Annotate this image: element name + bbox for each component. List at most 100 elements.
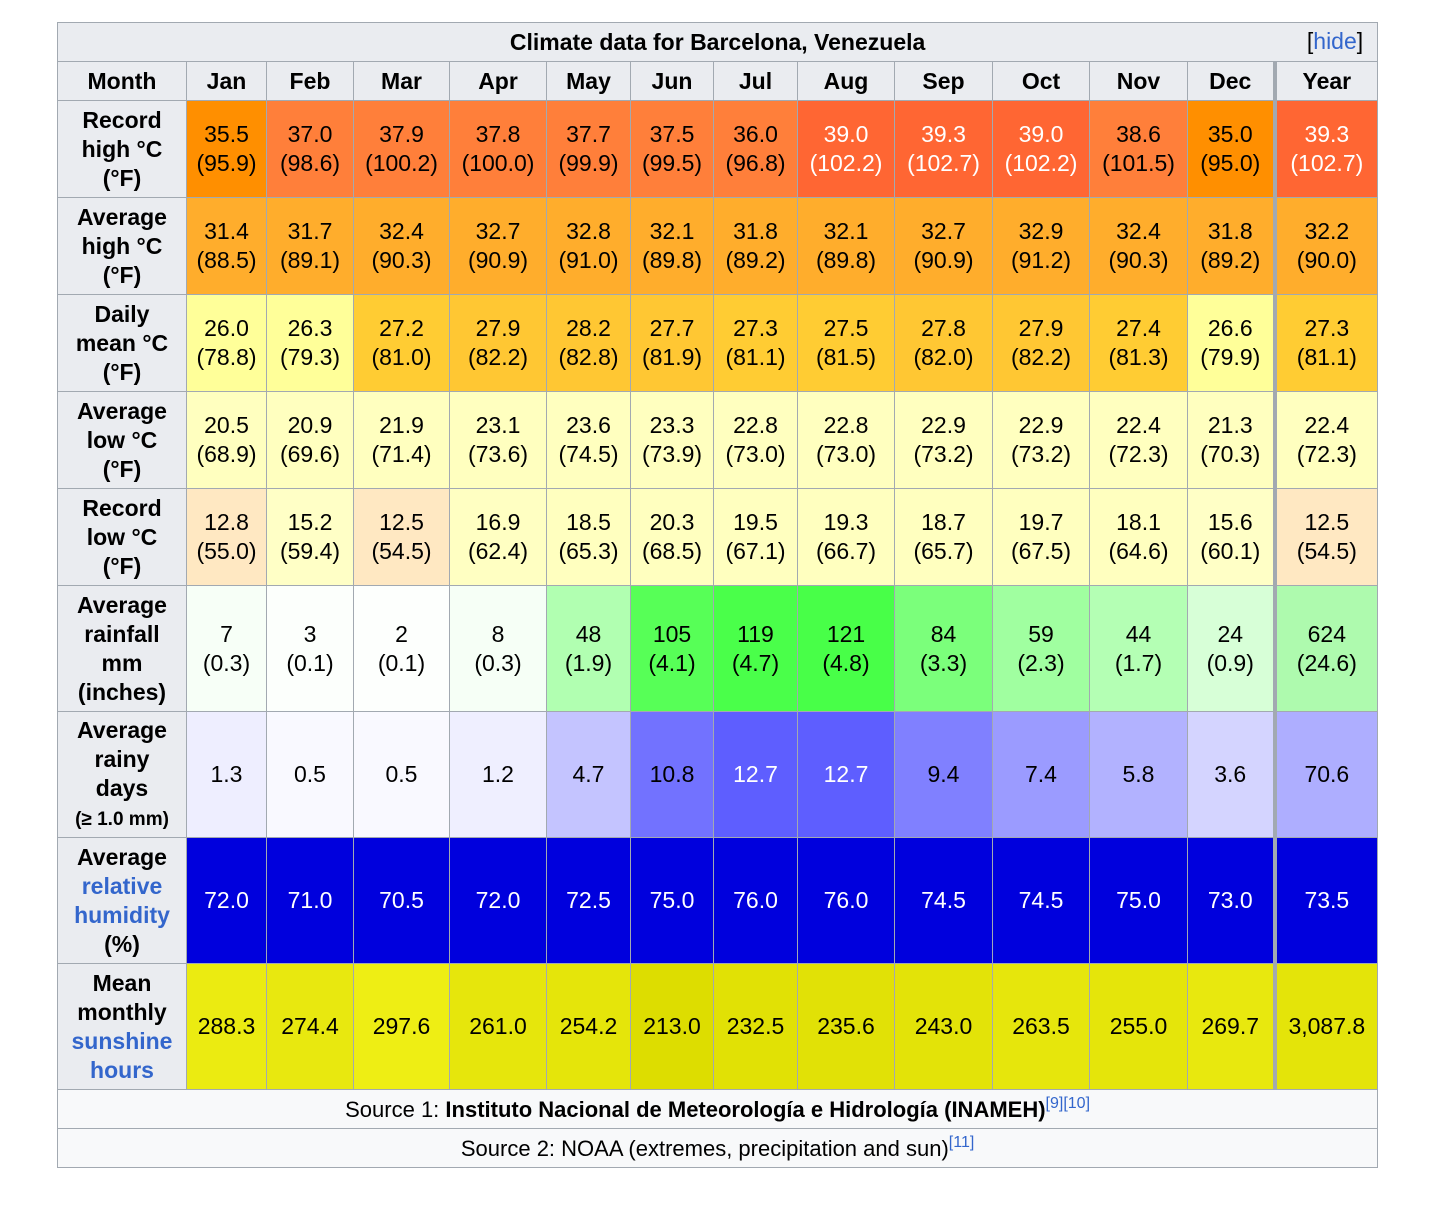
cell-record-low-sep: 18.7 (65.7)	[894, 488, 993, 586]
cell-average-high-sep: 32.7 (90.9)	[894, 197, 993, 295]
cell-value: 213.0	[643, 1013, 701, 1039]
source-1: Source 1: Instituto Nacional de Meteorol…	[56, 1089, 1379, 1129]
row-header-link[interactable]: sunshine	[71, 1027, 173, 1054]
cell-value-imperial: (91.0)	[558, 247, 619, 273]
cell-relative-humidity-nov: 75.0	[1089, 837, 1188, 964]
cell-value-imperial: (81.9)	[641, 344, 703, 370]
cell-value: 31.8	[733, 218, 778, 244]
cell-value: 4.7	[572, 761, 605, 787]
cell-record-high-mar: 37.9 (100.2)	[353, 100, 450, 198]
cell-value-imperial: (90.9)	[467, 247, 529, 273]
row-average-rainfall: Average rainfall mm (inches) 7 (0.3) 3 (0.1) 2 (0…	[57, 585, 1379, 712]
row-header-average-rainfall: Average rainfall mm (inches)	[57, 585, 187, 712]
source-1-references[interactable]: [9][10]	[1045, 1094, 1091, 1112]
cell-value: 15.6	[1207, 509, 1253, 535]
cell-value-imperial: (89.8)	[815, 247, 877, 273]
cell-value: 59	[1028, 620, 1054, 647]
cell-value: 48	[575, 620, 602, 647]
row-header-line: Average	[77, 716, 167, 743]
cell-value-imperial: (71.4)	[371, 441, 432, 467]
cell-record-high-jan: 35.5 (95.9)	[186, 100, 267, 198]
month-header-dec: Dec	[1187, 61, 1275, 101]
cell-average-rainfall-year: 624 (24.6)	[1272, 585, 1379, 712]
cell-average-low-dec: 21.3 (70.3)	[1187, 391, 1275, 489]
cell-value: 70.6	[1304, 761, 1350, 787]
cell-average-rainy-days-nov: 5.8	[1089, 711, 1188, 838]
row-header-line: Average	[77, 843, 167, 870]
cell-average-high-jan: 31.4 (88.5)	[186, 197, 267, 295]
cell-value: 32.2	[1304, 218, 1350, 244]
cell-average-low-aug: 22.8 (73.0)	[797, 391, 895, 489]
cell-value: 26.0	[204, 315, 249, 341]
cell-value: 27.9	[1018, 315, 1064, 341]
cell-value: 37.0	[287, 121, 333, 147]
cell-value-imperial: (95.0)	[1200, 150, 1261, 176]
hide-bracket-close: ]	[1356, 28, 1364, 54]
row-average-low: Average low °C (°F) 20.5 (68.9) 20.9 (69.6) 21.…	[57, 391, 1379, 489]
cell-daily-mean-may: 28.2 (82.8)	[546, 294, 631, 392]
row-header-average-high: Average high °C (°F)	[57, 197, 187, 295]
cell-relative-humidity-jul: 76.0	[713, 837, 798, 964]
cell-record-high-jun: 37.5 (99.5)	[630, 100, 714, 198]
cell-average-rainfall-jul: 119 (4.7)	[713, 585, 798, 712]
cell-value: 39.0	[1018, 121, 1064, 147]
cell-average-low-sep: 22.9 (73.2)	[894, 391, 993, 489]
month-header-nov: Nov	[1089, 61, 1188, 101]
row-header-line: Mean	[92, 969, 152, 996]
cell-average-low-jan: 20.5 (68.9)	[186, 391, 267, 489]
cell-sunshine-hours-year: 3,087.8	[1272, 963, 1379, 1090]
row-header-link[interactable]: humidity	[74, 901, 170, 928]
cell-average-high-jul: 31.8 (89.2)	[713, 197, 798, 295]
cell-value: 22.9	[921, 412, 966, 438]
row-header-link[interactable]: hours	[90, 1056, 154, 1083]
row-header-line: high °C	[81, 232, 163, 259]
cell-average-rainy-days-aug: 12.7	[797, 711, 895, 838]
cell-value-imperial: (73.9)	[641, 441, 703, 467]
cell-value: 23.3	[649, 412, 695, 438]
row-header-line: mm	[101, 649, 143, 676]
cell-value: 121	[826, 620, 866, 647]
cell-record-low-may: 18.5 (65.3)	[546, 488, 631, 586]
row-header-daily-mean: Daily mean °C (°F)	[57, 294, 187, 392]
cell-value: 39.3	[921, 121, 966, 147]
table-title: Climate data for Barcelona, Venezuela	[509, 28, 926, 55]
month-header-oct: Oct	[992, 61, 1090, 101]
hide-link[interactable]: hide	[1313, 28, 1357, 54]
cell-value-imperial: (3.3)	[919, 649, 968, 676]
cell-sunshine-hours-mar: 297.6	[353, 963, 450, 1090]
cell-value: 32.4	[1116, 218, 1161, 244]
cell-average-rainy-days-apr: 1.2	[449, 711, 547, 838]
cell-value: 18.7	[921, 509, 966, 535]
cell-value: 255.0	[1109, 1013, 1168, 1039]
row-record-high: Record high °C (°F) 35.5 (95.9) 37.0 (98.6) 37.…	[57, 100, 1379, 198]
cell-average-rainy-days-feb: 0.5	[266, 711, 354, 838]
cell-value: 274.4	[281, 1013, 339, 1039]
cell-value: 74.5	[921, 887, 966, 913]
climate-table: Climate data for Barcelona, Venezuela [h…	[56, 22, 1379, 1168]
row-header-line: (inches)	[77, 678, 167, 705]
cell-value-imperial: (66.7)	[815, 538, 877, 564]
cell-value-imperial: (70.3)	[1200, 441, 1261, 467]
cell-value-imperial: (82.2)	[467, 344, 529, 370]
cell-value: 254.2	[559, 1013, 618, 1039]
month-header: Month	[57, 61, 187, 101]
cell-average-rainfall-dec: 24 (0.9)	[1187, 585, 1275, 712]
cell-average-low-jul: 22.8 (73.0)	[713, 391, 798, 489]
cell-value-imperial: (98.6)	[279, 150, 341, 176]
cell-relative-humidity-feb: 71.0	[266, 837, 354, 964]
cell-value-imperial: (0.3)	[474, 649, 522, 676]
row-sunshine-hours: Mean monthly sunshine hours 288.3 274.4 297.6 2…	[57, 963, 1379, 1090]
row-header-link[interactable]: relative	[81, 872, 163, 899]
cell-value: 3,087.8	[1288, 1013, 1366, 1039]
cell-value: 71.0	[287, 887, 333, 913]
cell-daily-mean-aug: 27.5 (81.5)	[797, 294, 895, 392]
source-1-prefix: Source 1:	[345, 1096, 446, 1122]
row-header-line: low °C	[86, 523, 158, 550]
cell-value-imperial: (100.0)	[461, 150, 535, 176]
cell-average-rainy-days-jul: 12.7	[713, 711, 798, 838]
cell-daily-mean-feb: 26.3 (79.3)	[266, 294, 354, 392]
month-header-year: Year	[1272, 61, 1379, 101]
cell-value: 8	[491, 620, 505, 647]
source-2-reference[interactable]: [11]	[948, 1133, 975, 1151]
cell-daily-mean-oct: 27.9 (82.2)	[992, 294, 1090, 392]
